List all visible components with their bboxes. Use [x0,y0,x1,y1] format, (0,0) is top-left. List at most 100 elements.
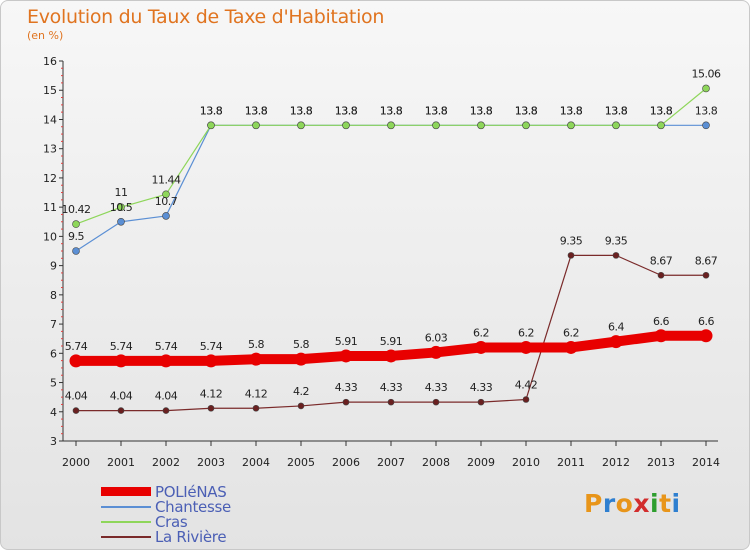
data-point [522,396,530,403]
data-label: 13.8 [515,104,538,117]
data-label: 6.6 [698,315,714,328]
legend-label-polienas: POLIéNAS [155,483,227,501]
data-label: 13.8 [605,104,628,117]
data-label: 13.8 [605,104,628,117]
data-label: 6.6 [653,315,669,328]
data-point [117,217,125,226]
x-tick-label: 2011 [557,456,585,469]
logo-letter: i [650,489,660,518]
data-point [567,252,575,259]
data-label: 4.12 [200,387,223,400]
data-point [609,335,623,349]
data-point [612,121,620,130]
data-point [564,340,578,354]
data-label: 5.8 [248,338,264,351]
data-label: 13.8 [425,104,448,117]
data-label: 10.5 [110,201,133,214]
data-label: 6.03 [425,331,448,344]
data-label: 4.04 [155,390,178,403]
data-label: 13.8 [380,104,403,117]
data-label: 4.04 [110,390,133,403]
data-label: 5.91 [335,335,358,348]
data-label: 13.8 [290,104,313,117]
logo-letter: o [615,489,634,518]
logo-letter: x [633,489,650,518]
legend-label-la-riviere: La Rivière [155,528,227,546]
legend-swatch-chantesse [101,506,151,508]
data-point [432,398,440,406]
x-tick-label: 2000 [62,456,90,469]
data-label: 5.74 [200,340,223,353]
x-tick-label: 2013 [647,456,675,469]
data-label: 4.2 [293,385,309,398]
data-point [654,329,668,343]
data-label: 5.74 [155,340,178,353]
data-label: 15.06 [692,67,721,80]
x-tick-label: 2005 [287,456,315,469]
data-label: 9.5 [68,230,84,243]
data-point [252,121,260,130]
data-label: 13.8 [560,104,583,117]
x-tick-label: 2012 [602,456,630,469]
data-label: 4.42 [515,378,538,391]
legend-label-chantesse: Chantesse [155,498,231,516]
data-label: 5.91 [380,335,403,348]
y-tick-label: 9 [50,260,57,273]
data-label: 13.8 [560,104,583,117]
x-tick-label: 2008 [422,456,450,469]
data-label: 13.8 [470,104,493,117]
data-point [387,121,395,130]
data-point [72,220,80,228]
data-point [702,121,710,130]
data-point [117,203,125,211]
data-label: 4.12 [245,387,268,400]
data-point [477,121,485,130]
x-tick-label: 2009 [467,456,495,469]
data-label: 13.8 [335,104,358,117]
data-label: 11 [115,186,128,199]
data-point [702,84,710,93]
data-point [162,190,170,199]
logo-letter: i [671,489,681,518]
data-label: 8.67 [650,254,673,267]
data-point [69,354,83,368]
data-label: 6.2 [473,326,489,339]
data-point [339,349,353,363]
data-label: 13.8 [290,104,313,117]
data-label: 9.35 [605,234,628,247]
data-label: 6.4 [608,321,624,334]
data-point [297,121,305,130]
data-point [342,398,350,406]
data-label: 13.8 [650,104,673,117]
y-tick-label: 5 [50,377,57,390]
x-tick-label: 2004 [242,456,270,469]
y-tick-label: 10 [43,230,57,243]
data-point [474,340,488,354]
y-tick-label: 16 [43,55,57,68]
y-tick-label: 8 [50,289,57,302]
data-point [159,354,173,368]
data-label: 13.8 [650,104,673,117]
data-point [117,407,125,414]
y-tick-label: 4 [50,406,57,419]
data-label: 13.8 [695,104,718,117]
data-point [342,121,350,130]
data-label: 5.8 [293,338,309,351]
data-point [522,121,530,130]
data-point [657,271,665,279]
data-label: 4.33 [335,381,358,394]
data-label: 13.8 [245,104,268,117]
data-label: 5.74 [110,340,133,353]
legend-swatch-polienas [101,487,151,496]
logo-letter: P [584,489,603,518]
y-tick-label: 12 [43,172,57,185]
data-label: 4.04 [65,390,88,403]
data-label: 13.8 [380,104,403,117]
y-tick-label: 7 [50,318,57,331]
logo-letter: r [602,489,616,518]
data-point [162,407,170,414]
data-point [162,212,170,220]
legend-swatch-cras [101,521,151,523]
data-point [72,247,80,255]
